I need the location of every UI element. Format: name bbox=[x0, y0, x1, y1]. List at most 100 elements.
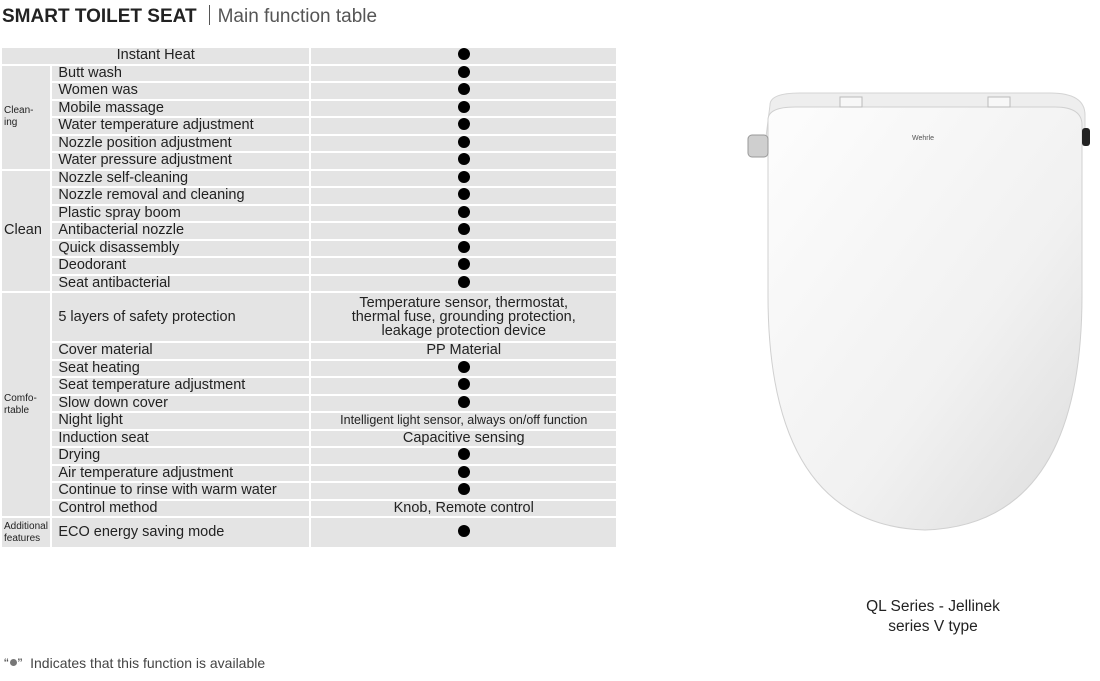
quote-close: ” bbox=[17, 655, 23, 671]
dot-icon bbox=[457, 170, 470, 183]
available-dot-cell bbox=[309, 446, 618, 466]
feature-cell: Women was bbox=[50, 81, 312, 101]
available-dot-cell bbox=[309, 481, 618, 501]
caption-line-1: QL Series - Jellinek bbox=[866, 598, 1000, 615]
caption-line-2: series V type bbox=[888, 618, 978, 635]
quote-open: “ bbox=[4, 655, 9, 671]
dot-icon bbox=[457, 258, 470, 271]
category-cell: Additional features bbox=[0, 516, 53, 549]
table-row: Deodorant bbox=[1, 256, 618, 276]
table-row: Additional features ECO energy saving mod… bbox=[0, 516, 618, 549]
title-divider bbox=[208, 5, 210, 25]
dot-icon bbox=[457, 525, 470, 537]
feature-cell: Night light bbox=[50, 411, 312, 431]
table-row: Induction seat Capacitive sensing bbox=[1, 428, 618, 448]
available-dot-cell bbox=[309, 151, 618, 171]
feature-cell: Water temperature adjustment bbox=[50, 116, 312, 136]
available-dot-cell bbox=[309, 358, 618, 378]
dot-icon bbox=[457, 465, 470, 478]
available-dot-cell bbox=[309, 63, 618, 83]
page-title: SMART TOILET SEAT Main function table bbox=[2, 5, 377, 28]
feature-cell: Quick disassembly bbox=[50, 238, 312, 258]
value-cell: Knob, Remote control bbox=[309, 498, 618, 518]
dot-icon bbox=[457, 188, 470, 201]
dot-icon bbox=[457, 83, 470, 96]
available-dot-cell bbox=[309, 203, 618, 223]
feature-cell: Induction seat bbox=[50, 428, 312, 448]
feature-cell: Instant Heat bbox=[0, 46, 312, 66]
feature-cell: Deodorant bbox=[50, 256, 312, 276]
available-dot-cell bbox=[309, 168, 618, 188]
available-dot-cell bbox=[309, 98, 618, 118]
feature-cell: Drying bbox=[50, 446, 312, 466]
function-table: Instant Heat Clean- ing Butt wash Women was… bbox=[0, 46, 618, 549]
feature-cell: Slow down cover bbox=[50, 393, 312, 413]
available-dot-cell bbox=[309, 116, 618, 136]
table-row: Plastic spray boom bbox=[1, 203, 618, 223]
feature-cell: Nozzle removal and cleaning bbox=[50, 186, 312, 206]
feature-cell: Nozzle position adjustment bbox=[50, 133, 312, 153]
dot-icon bbox=[457, 48, 470, 61]
dot-icon bbox=[457, 275, 470, 288]
dot-icon bbox=[457, 483, 470, 496]
dot-icon bbox=[457, 118, 470, 131]
dot-icon bbox=[457, 65, 470, 78]
dot-icon bbox=[457, 378, 470, 391]
table-row: Women was bbox=[1, 81, 618, 101]
dot-icon bbox=[457, 223, 470, 236]
category-cell: Clean- ing bbox=[0, 63, 53, 171]
available-dot-cell bbox=[309, 238, 618, 258]
table-row: Seat heating bbox=[1, 358, 618, 378]
dot-icon bbox=[457, 395, 470, 408]
feature-cell: Water pressure adjustment bbox=[50, 151, 312, 171]
table-row: Seat temperature adjustment bbox=[1, 376, 618, 396]
available-dot-cell bbox=[309, 376, 618, 396]
available-dot-cell bbox=[309, 273, 618, 293]
product-caption: QL Series - Jellinek series V type bbox=[820, 597, 1046, 637]
table-row: Air temperature adjustment bbox=[1, 463, 618, 483]
table-row: Night light Intelligent light sensor, alw… bbox=[1, 411, 618, 431]
dot-icon bbox=[457, 153, 470, 166]
feature-cell: Cover material bbox=[50, 341, 312, 361]
table-row: Clean- ing Butt wash bbox=[0, 63, 618, 171]
feature-cell: Control method bbox=[50, 498, 312, 518]
dot-icon bbox=[457, 240, 470, 253]
feature-cell: Seat antibacterial bbox=[50, 273, 312, 293]
feature-cell: ECO energy saving mode bbox=[50, 516, 312, 549]
feature-cell: Antibacterial nozzle bbox=[50, 221, 312, 241]
table-row: Comfo- rtable 5 layers of safety protecti… bbox=[0, 291, 618, 518]
available-dot-cell bbox=[309, 256, 618, 276]
table-row: Control method Knob, Remote control bbox=[1, 498, 618, 518]
dot-icon bbox=[457, 135, 470, 148]
category-cell: Clean bbox=[0, 168, 53, 293]
available-dot-cell bbox=[309, 81, 618, 101]
toilet-seat-image: Wehrle bbox=[747, 92, 1090, 531]
table-row: Mobile massage bbox=[1, 98, 618, 118]
table-row: Antibacterial nozzle bbox=[1, 221, 618, 241]
table-row: Instant Heat bbox=[0, 46, 618, 66]
table-row: Nozzle position adjustment bbox=[1, 133, 618, 153]
table-row: Quick disassembly bbox=[1, 238, 618, 258]
table-row: Cover material PP Material bbox=[1, 341, 618, 361]
table-row: Drying bbox=[1, 446, 618, 466]
feature-cell: Continue to rinse with warm water bbox=[50, 481, 312, 501]
table-row: Seat antibacterial bbox=[1, 273, 618, 293]
feature-cell: Seat temperature adjustment bbox=[50, 376, 312, 396]
dot-icon bbox=[457, 205, 470, 218]
dot-icon bbox=[457, 360, 470, 373]
feature-cell: Mobile massage bbox=[50, 98, 312, 118]
brand-logo: Wehrle bbox=[912, 135, 934, 142]
legend-note: “ ” Indicates that this function is avail… bbox=[4, 655, 265, 671]
title-main: SMART TOILET SEAT bbox=[2, 6, 197, 27]
table-row: Continue to rinse with warm water bbox=[1, 481, 618, 501]
feature-cell: Seat heating bbox=[50, 358, 312, 378]
dot-icon bbox=[457, 100, 470, 113]
available-dot-cell bbox=[309, 133, 618, 153]
value-cell: Capacitive sensing bbox=[309, 428, 618, 448]
title-subtitle: Main function table bbox=[217, 6, 378, 27]
dot-icon bbox=[457, 448, 470, 461]
feature-cell: Butt wash bbox=[50, 63, 312, 83]
available-dot-cell bbox=[309, 463, 618, 483]
feature-cell: Air temperature adjustment bbox=[50, 463, 312, 483]
dot-icon bbox=[9, 659, 17, 666]
